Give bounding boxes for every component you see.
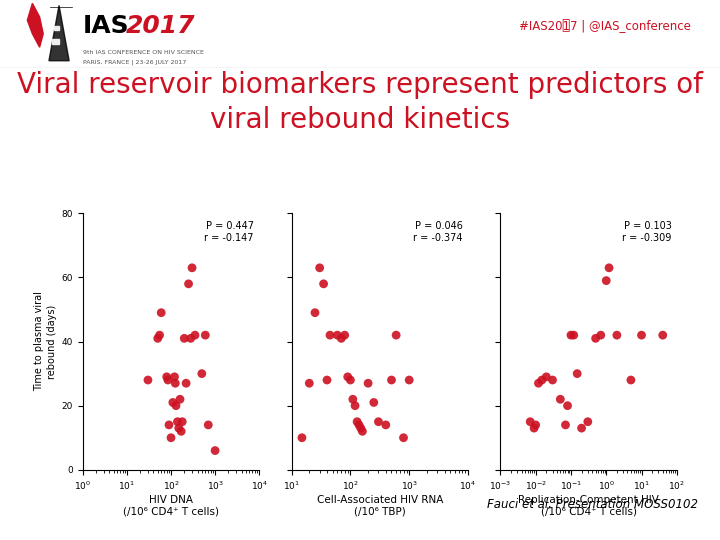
- Point: [314, 264, 325, 272]
- Point: [355, 424, 366, 433]
- Point: [154, 331, 166, 340]
- Point: [554, 395, 566, 403]
- Point: [600, 276, 612, 285]
- Point: [565, 331, 577, 340]
- Point: [524, 417, 536, 426]
- Point: [380, 421, 392, 429]
- Point: [397, 434, 409, 442]
- Point: [162, 376, 174, 384]
- Point: [309, 308, 320, 317]
- Text: 2017: 2017: [126, 14, 196, 38]
- Point: [163, 421, 175, 429]
- Point: [185, 334, 197, 343]
- Point: [336, 334, 347, 343]
- Point: [354, 421, 365, 429]
- Point: [196, 369, 207, 378]
- X-axis label: HIV DNA
(/10⁶ CD4⁺ T cells): HIV DNA (/10⁶ CD4⁺ T cells): [123, 495, 219, 516]
- Point: [179, 334, 190, 343]
- Point: [183, 280, 194, 288]
- Point: [202, 421, 214, 429]
- Point: [161, 373, 173, 381]
- Point: [528, 424, 540, 433]
- Point: [590, 334, 601, 343]
- Point: [176, 427, 187, 436]
- Point: [324, 331, 336, 340]
- Point: [171, 417, 183, 426]
- Point: [173, 424, 184, 433]
- Point: [169, 379, 181, 388]
- Text: 🐦: 🐦: [561, 19, 570, 32]
- Point: [318, 280, 329, 288]
- Point: [199, 331, 211, 340]
- Point: [625, 376, 636, 384]
- Point: [170, 401, 181, 410]
- Polygon shape: [27, 3, 43, 47]
- Point: [568, 331, 580, 340]
- Text: PARIS, FRANCE | 23-26 JULY 2017: PARIS, FRANCE | 23-26 JULY 2017: [83, 59, 186, 65]
- Point: [176, 417, 188, 426]
- Point: [362, 379, 374, 388]
- Point: [536, 376, 548, 384]
- Polygon shape: [54, 25, 59, 30]
- Point: [166, 434, 177, 442]
- Point: [347, 395, 359, 403]
- Point: [349, 401, 361, 410]
- Point: [533, 379, 544, 388]
- Point: [189, 331, 201, 340]
- Point: [546, 376, 558, 384]
- Point: [332, 331, 343, 340]
- Point: [210, 446, 221, 455]
- Point: [611, 331, 623, 340]
- Point: [582, 417, 593, 426]
- Text: P = 0.447
r = -0.147: P = 0.447 r = -0.147: [204, 221, 254, 242]
- Point: [603, 264, 615, 272]
- X-axis label: Cell-Associated HIV RNA
(/10⁶ TBP): Cell-Associated HIV RNA (/10⁶ TBP): [317, 495, 443, 516]
- Point: [351, 417, 363, 426]
- Point: [174, 395, 186, 403]
- Point: [339, 331, 351, 340]
- X-axis label: Replication-Competent HIV
(/10⁶ CD4⁺ T cells): Replication-Competent HIV (/10⁶ CD4⁺ T c…: [518, 495, 659, 516]
- Point: [562, 401, 573, 410]
- Point: [304, 379, 315, 388]
- Point: [342, 373, 354, 381]
- Point: [167, 398, 179, 407]
- Polygon shape: [49, 5, 69, 60]
- Text: 9th IAS CONFERENCE ON HIV SCIENCE: 9th IAS CONFERENCE ON HIV SCIENCE: [83, 50, 204, 55]
- Text: IAS: IAS: [83, 14, 130, 38]
- Point: [595, 331, 606, 340]
- Point: [186, 264, 198, 272]
- Point: [559, 421, 571, 429]
- Text: Fauci et al, Presentation MOSS0102: Fauci et al, Presentation MOSS0102: [487, 498, 698, 511]
- Point: [403, 376, 415, 384]
- Polygon shape: [52, 39, 59, 44]
- Point: [168, 373, 180, 381]
- Point: [368, 398, 379, 407]
- Point: [296, 434, 307, 442]
- Point: [142, 376, 153, 384]
- Text: P = 0.103
r = -0.309: P = 0.103 r = -0.309: [622, 221, 672, 242]
- Point: [156, 308, 167, 317]
- Point: [636, 331, 647, 340]
- Point: [576, 424, 588, 433]
- Point: [390, 331, 402, 340]
- Point: [572, 369, 583, 378]
- Point: [657, 331, 669, 340]
- Point: [541, 373, 552, 381]
- Point: [386, 376, 397, 384]
- Text: P = 0.046
r = -0.374: P = 0.046 r = -0.374: [413, 221, 463, 242]
- Point: [345, 376, 356, 384]
- Point: [152, 334, 163, 343]
- Point: [180, 379, 192, 388]
- Point: [356, 427, 368, 436]
- Point: [321, 376, 333, 384]
- Point: [373, 417, 384, 426]
- Text: Viral reservoir biomarkers represent predictors of
viral rebound kinetics: Viral reservoir biomarkers represent pre…: [17, 71, 703, 134]
- Text: #IAS2017 | @IAS_conference: #IAS2017 | @IAS_conference: [519, 19, 691, 32]
- Point: [530, 421, 541, 429]
- Y-axis label: Time to plasma viral
rebound (days): Time to plasma viral rebound (days): [35, 292, 58, 392]
